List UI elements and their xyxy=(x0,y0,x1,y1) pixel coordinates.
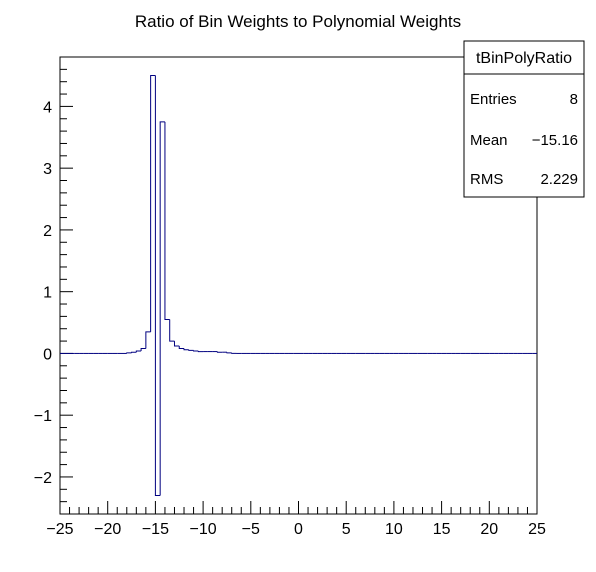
x-tick-label: 25 xyxy=(528,521,546,538)
stats-mean-label: Mean xyxy=(470,132,508,149)
histogram-bin xyxy=(183,348,189,351)
y-tick-label: 4 xyxy=(43,99,52,116)
histogram-bins xyxy=(60,75,537,496)
x-tick-label: 20 xyxy=(480,521,498,538)
stats-box-frame xyxy=(463,40,585,198)
chart-title: Ratio of Bin Weights to Polynomial Weigh… xyxy=(135,12,461,31)
histogram-bin xyxy=(150,75,156,332)
x-tick-label: 5 xyxy=(342,521,351,538)
stats-rms-label: RMS xyxy=(470,171,503,188)
histogram-bin xyxy=(231,352,237,354)
histogram-bin xyxy=(164,121,170,320)
histogram-bin xyxy=(178,346,185,349)
stats-entries-label: Entries xyxy=(470,91,517,108)
histogram-bin xyxy=(216,351,223,353)
x-tick-label: 0 xyxy=(294,521,303,538)
x-axis: −25 −20 −15 −10 −5 0 5 10 15 20 25 xyxy=(46,501,546,538)
histogram-bin xyxy=(169,319,175,342)
stats-entries-value: 8 xyxy=(570,91,578,108)
y-tick-label: −1 xyxy=(34,408,52,425)
x-tick-label: 15 xyxy=(433,521,451,538)
x-tick-label: −15 xyxy=(142,521,169,538)
y-tick-label: 3 xyxy=(43,161,52,178)
stats-box: tBinPolyRatio Entries 8 Mean −15.16 RMS … xyxy=(463,40,585,198)
histogram-bin xyxy=(226,352,232,354)
histogram-bin xyxy=(188,349,194,351)
histogram-bin xyxy=(173,341,180,347)
x-tick-label: −20 xyxy=(94,521,121,538)
stats-box-title: tBinPolyRatio xyxy=(476,50,572,67)
x-tick-label: 10 xyxy=(385,521,403,538)
histogram-bin xyxy=(197,350,204,353)
histogram-bin xyxy=(126,352,132,354)
x-tick-label: −5 xyxy=(242,521,260,538)
histogram-bin xyxy=(145,331,151,349)
histogram-bin xyxy=(154,75,161,496)
stats-mean-value: −15.16 xyxy=(532,132,578,149)
x-tick-label: −25 xyxy=(46,521,73,538)
y-tick-label: 0 xyxy=(43,346,52,363)
histogram-bin xyxy=(131,351,137,353)
histogram-bin xyxy=(159,121,165,496)
histogram-bin xyxy=(135,350,142,353)
y-tick-label: 1 xyxy=(43,285,52,302)
x-tick-label: −10 xyxy=(190,521,217,538)
y-axis: −2 −1 0 1 2 3 4 xyxy=(34,56,73,515)
histogram-bin xyxy=(140,347,146,351)
histogram-bin xyxy=(193,350,199,352)
stats-rms-value: 2.229 xyxy=(540,171,578,188)
y-tick-label: −2 xyxy=(34,470,52,487)
y-tick-label: 2 xyxy=(43,223,52,240)
